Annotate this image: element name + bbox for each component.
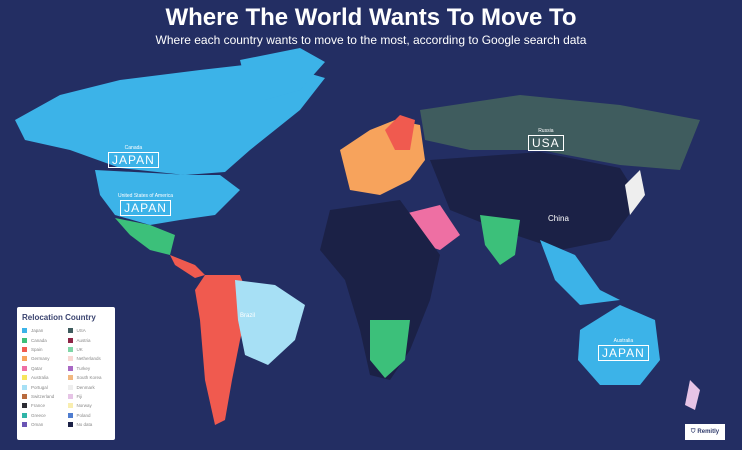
map-label-russia: Russia USA	[528, 128, 564, 152]
region-usa	[95, 170, 240, 225]
legend-label: Austria	[76, 337, 91, 343]
legend-label: Spain	[31, 346, 43, 352]
legend-label: Oman	[31, 422, 44, 428]
legend: Relocation Country Japan Canada Spain Germa…	[17, 307, 115, 440]
legend-item: France	[22, 401, 65, 410]
legend-swatch	[22, 346, 27, 352]
legend-label: Portugal	[31, 384, 48, 390]
legend-item: Germany	[22, 354, 65, 363]
region-asia	[430, 152, 640, 250]
legend-label: Japan	[31, 328, 44, 334]
legend-swatch	[22, 384, 27, 390]
legend-label: Australia	[31, 375, 49, 381]
legend-swatch	[67, 412, 73, 418]
legend-label: Greece	[31, 412, 46, 418]
legend-item: Japan	[22, 326, 65, 335]
page-subtitle: Where each country wants to move to the …	[155, 33, 587, 47]
legend-swatch	[67, 384, 73, 390]
legend-swatch	[67, 403, 73, 409]
legend-item: Canada	[22, 335, 65, 344]
legend-swatch	[22, 337, 27, 343]
region-canada	[15, 62, 325, 175]
legend-swatch	[67, 356, 73, 362]
legend-swatch	[22, 356, 27, 362]
legend-swatch	[67, 337, 73, 343]
region-scandinavia	[385, 115, 415, 150]
legend-label: Fiji	[76, 393, 83, 399]
legend-title: Relocation Country	[22, 313, 96, 322]
legend-item: Portugal	[22, 382, 65, 391]
legend-item: Norway	[67, 401, 111, 410]
legend-label: Denmark	[76, 384, 95, 390]
legend-label: France	[31, 403, 46, 409]
legend-label: Poland	[76, 412, 91, 418]
legend-item: No data	[67, 420, 111, 429]
region-new-zealand	[685, 380, 700, 410]
legend-swatch	[22, 412, 27, 418]
legend-label: Germany	[31, 356, 50, 362]
legend-item: USA	[67, 326, 111, 335]
region-mexico	[115, 218, 175, 255]
legend-item: Oman	[22, 420, 65, 429]
shield-icon: ⛉	[690, 428, 696, 435]
legend-item: Poland	[67, 411, 111, 420]
legend-swatch	[22, 375, 27, 381]
legend-label: Turkey	[76, 365, 91, 371]
legend-item: Qatar	[22, 364, 65, 373]
legend-item: Spain	[22, 345, 65, 354]
legend-item: Turkey	[67, 364, 111, 373]
legend-label: UK	[76, 346, 83, 352]
legend-swatch	[67, 365, 73, 371]
map-label-australia: Australia JAPAN	[598, 338, 649, 362]
legend-label: No data	[76, 422, 93, 428]
legend-label: Switzerland	[31, 393, 55, 399]
legend-swatch	[67, 328, 73, 334]
map-label-canada: Canada JAPAN	[108, 145, 159, 169]
legend-swatch	[67, 375, 73, 381]
legend-swatch	[22, 393, 27, 399]
legend-item: Fiji	[67, 392, 111, 401]
region-russia	[420, 95, 700, 170]
legend-item: Switzerland	[22, 392, 65, 401]
legend-swatch	[22, 328, 27, 334]
legend-swatch	[22, 422, 27, 428]
legend-swatch	[67, 393, 73, 399]
legend-swatch	[22, 403, 27, 409]
region-brazil	[235, 280, 305, 365]
region-south-america-west	[195, 275, 250, 425]
legend-swatch	[67, 346, 73, 352]
legend-item: UK	[67, 345, 111, 354]
page-title: Where The World Wants To Move To	[165, 4, 577, 31]
legend-label: Qatar	[31, 365, 43, 371]
region-japan	[625, 170, 645, 215]
region-southern-africa	[370, 320, 410, 378]
region-india	[480, 215, 520, 265]
region-greenland	[240, 48, 325, 100]
legend-item: Austria	[67, 335, 111, 344]
region-central-america	[170, 255, 205, 278]
legend-label: Canada	[31, 337, 47, 343]
legend-item: Australia	[22, 373, 65, 382]
map-label-brazil: Brazil	[240, 313, 256, 319]
remitly-logo: ⛉ Remitly	[685, 424, 725, 440]
legend-item: Netherlands	[67, 354, 111, 363]
legend-item: Denmark	[67, 382, 111, 391]
legend-label: Norway	[76, 403, 92, 409]
map-label-china: China	[548, 214, 569, 223]
legend-swatch	[22, 365, 27, 371]
map-label-usa: United States of America JAPAN	[118, 193, 174, 216]
legend-label: South Korea	[76, 375, 102, 381]
legend-item: South Korea	[67, 373, 111, 382]
region-africa	[320, 200, 440, 380]
legend-label: USA	[76, 328, 86, 334]
legend-item: Greece	[22, 411, 65, 420]
legend-swatch	[67, 422, 73, 428]
region-se-asia	[540, 240, 620, 305]
legend-label: Netherlands	[76, 356, 101, 362]
